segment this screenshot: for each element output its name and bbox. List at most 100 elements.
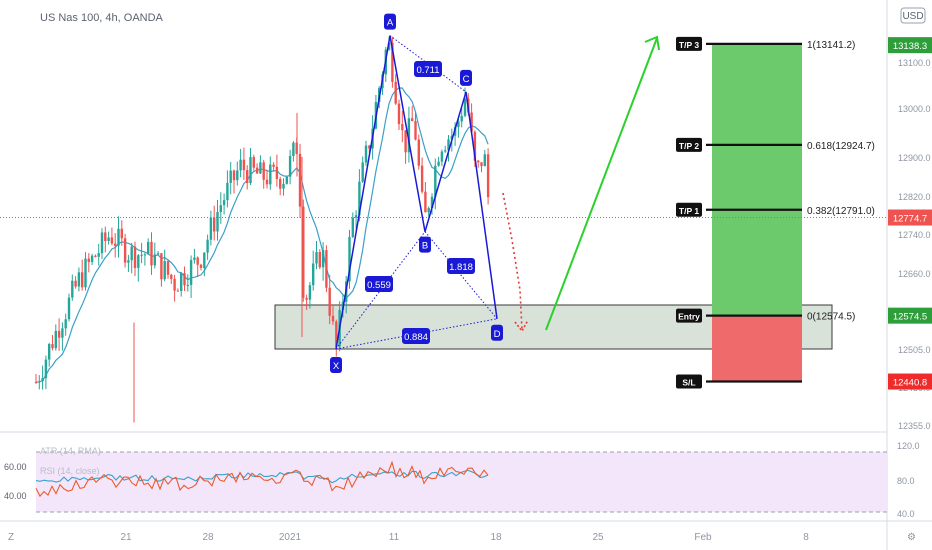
long-position-tool[interactable]: T/P 3 1(13141.2) T/P 2 0.618(12924.7) T/P 1 0… [676, 36, 875, 389]
candle-body [209, 217, 213, 240]
candle-body [67, 297, 71, 320]
y-tick-label: 12505.0 [898, 345, 931, 355]
x-tick-label: Feb [694, 532, 712, 543]
indicator-pane [35, 451, 887, 513]
indicator-left-tick-60: 60.00 [4, 462, 27, 472]
profit-zone [712, 43, 802, 316]
candle-body [279, 178, 282, 189]
candle-body [94, 255, 97, 257]
candle-body [203, 252, 206, 268]
projected-rally-arrow [545, 37, 658, 331]
candle-body [414, 121, 417, 140]
y-tick-label: 12660.0 [898, 269, 931, 279]
candle-body [364, 145, 368, 163]
candle-body [457, 121, 460, 128]
candle-body [325, 250, 328, 288]
ratio-label: 0.711 [416, 65, 439, 76]
candle-body [61, 328, 64, 338]
candle-body [114, 243, 117, 246]
price-tag: 12440.8 [893, 378, 927, 389]
candle-body [140, 254, 143, 256]
candle-body [127, 260, 130, 263]
candle-body [199, 264, 203, 268]
candle-body [219, 205, 222, 213]
price-tag-bg [888, 307, 932, 324]
axes: 13100.0 13000.0 12900.0 12820.0 12740.0 12660… [120, 37, 932, 543]
candle-body [285, 176, 288, 184]
candle-body [434, 165, 437, 197]
y-tick-label: 12820.0 [898, 192, 931, 202]
candle-body [48, 343, 51, 360]
x-tick-label: 11 [389, 532, 400, 543]
target-tag-bg [676, 202, 702, 217]
candle-body [104, 232, 107, 241]
projection-arrows[interactable] [502, 35, 660, 333]
indicator-right-tick-120: 120.0 [897, 441, 920, 451]
candle-body [282, 183, 285, 189]
ratio-label: 1.818 [449, 262, 473, 273]
candle-body [51, 343, 54, 349]
candle-body [387, 42, 391, 50]
target-tag: T/P 2 [679, 141, 699, 151]
price-tag: 12774.7 [893, 214, 927, 225]
target-label: 0.382(12791.0) [807, 206, 875, 217]
target-label: 0(12574.5) [807, 312, 855, 323]
timezone-icon[interactable]: Z [8, 532, 14, 543]
candle-body [176, 290, 180, 292]
candle-body [160, 253, 163, 280]
candle-body [150, 241, 153, 266]
pattern-leg [389, 35, 426, 232]
price-tag: 13138.3 [893, 41, 927, 52]
candle-body [163, 261, 166, 280]
y-tick-label: 13000.0 [898, 104, 931, 114]
candlestick-series [34, 36, 490, 423]
candle-body [259, 162, 262, 174]
candle-body [156, 253, 160, 255]
candle-body [81, 272, 84, 288]
harmonic-pattern[interactable]: 0.711 0.559 1.818 0.884 X A B C D [330, 13, 503, 373]
candle-body [483, 154, 486, 167]
x-tick-label: 8 [803, 532, 809, 543]
y-tick-label: 12355.0 [898, 421, 931, 431]
x-tick-label: 28 [202, 532, 214, 543]
y-tick-label: 12900.0 [898, 153, 931, 163]
candle-body [305, 297, 308, 300]
candle-body [143, 254, 147, 256]
candle-body [44, 359, 48, 379]
y-tick-label: 12740.0 [898, 230, 931, 240]
candle-body [193, 257, 196, 261]
candle-body [486, 154, 490, 198]
candle-body [427, 208, 430, 213]
candle-body [424, 191, 427, 213]
candle-body [206, 239, 209, 253]
point-badge [460, 69, 472, 86]
candle-body [450, 135, 453, 140]
currency-badge[interactable] [900, 7, 926, 24]
x-tick-label: 25 [592, 532, 604, 543]
indicator-label-atr: ATR (14, RMA) [40, 446, 101, 456]
candle-body [57, 330, 61, 338]
candle-body [397, 103, 401, 125]
candle-body [407, 118, 411, 153]
ratio-badge [402, 328, 430, 344]
candle-body [74, 280, 77, 287]
chart-title: US Nas 100, 4h, OANDA [40, 12, 164, 24]
candle-body [401, 124, 404, 131]
candle-body [318, 251, 321, 268]
point-label: D [494, 329, 501, 340]
candle-body [90, 255, 94, 262]
candle-body [354, 215, 358, 218]
settings-icon[interactable]: ⚙ [907, 532, 916, 543]
candle-body [120, 228, 123, 239]
candle-body [64, 319, 67, 329]
candle-body [292, 142, 295, 157]
ratio-badge [447, 258, 475, 274]
price-tag-bg [888, 209, 932, 226]
candle-body [130, 246, 133, 261]
candle-body [239, 159, 242, 171]
candle-body [153, 254, 156, 266]
candle-body [189, 260, 193, 285]
candle-body [312, 263, 315, 286]
candle-body [430, 196, 434, 209]
